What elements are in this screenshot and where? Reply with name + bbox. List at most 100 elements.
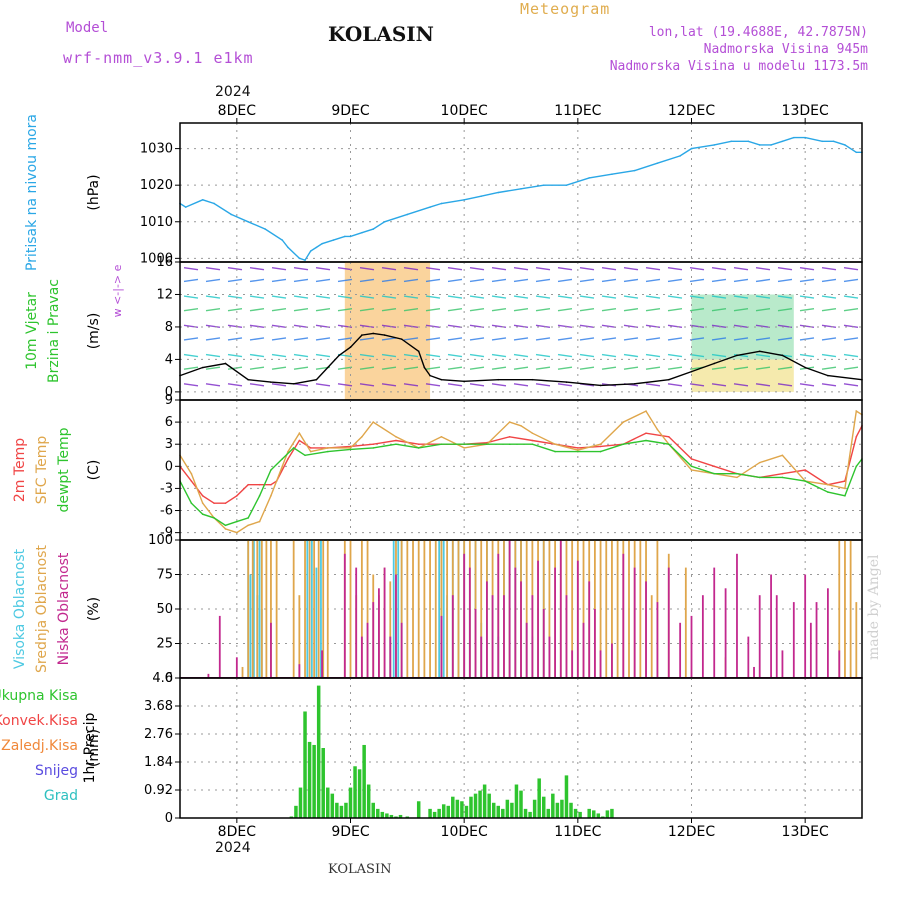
bar [480, 540, 483, 678]
wind-barb [315, 308, 331, 312]
bar [555, 802, 560, 818]
data-point [361, 436, 363, 438]
wind-barb [601, 324, 617, 329]
wind-barb [645, 308, 661, 312]
data-point [213, 517, 215, 519]
data-point [349, 447, 352, 449]
wind-barb [381, 353, 397, 358]
series-line-pressure [179, 136, 862, 262]
wind-barb [777, 366, 793, 370]
wind-barb [249, 383, 265, 387]
y-tick-label: -3 [160, 481, 173, 496]
wind-barb [271, 266, 287, 271]
model-elevation-text: Nadmorska Visina u modelu 1173.5m [609, 59, 868, 74]
bar [473, 793, 478, 818]
data-point [247, 220, 249, 223]
bar [321, 650, 323, 678]
wind-barb [579, 353, 595, 358]
y-tick-label: 4.6 [152, 671, 173, 686]
bar [571, 540, 574, 678]
wind-barb [733, 308, 749, 312]
wind-barb [183, 266, 199, 271]
bar [371, 802, 375, 818]
wind-barb [381, 366, 397, 370]
wind-barb [337, 337, 353, 341]
bar [537, 560, 539, 678]
wind-barb [535, 383, 551, 387]
data-point [633, 382, 636, 385]
wind-barb [821, 278, 837, 283]
bar [406, 540, 409, 678]
wind-barb [249, 308, 265, 312]
data-point [395, 439, 397, 442]
wind-barb [777, 337, 793, 341]
wind-barb [557, 324, 573, 329]
data-point [213, 202, 215, 205]
data-point [622, 421, 625, 423]
data-point [258, 494, 261, 497]
wind-barb [425, 366, 441, 370]
data-point [599, 445, 602, 448]
axis-unit: (hPa) [86, 174, 102, 210]
wind-barb [843, 366, 859, 370]
wind-barb [227, 266, 243, 271]
wind-barb [843, 383, 859, 387]
data-point [309, 250, 312, 252]
data-point [844, 144, 846, 146]
wind-barb [469, 337, 485, 341]
bar [496, 805, 501, 818]
wind-barb [227, 383, 243, 387]
wind-barb [755, 383, 771, 387]
wind-barb [403, 324, 419, 329]
data-point [565, 184, 568, 186]
footer-station: KOLASIN [328, 862, 392, 877]
year-top: 2024 [215, 84, 251, 100]
wind-barb [667, 383, 683, 387]
wind-barb [513, 266, 529, 271]
bar [256, 540, 259, 678]
data-point [201, 502, 204, 504]
bar [531, 595, 534, 678]
wind-barb [667, 353, 683, 358]
data-point [270, 494, 272, 497]
wind-barb [205, 266, 221, 271]
data-point [372, 228, 375, 230]
wind-barb [821, 308, 837, 312]
wind-barb [469, 278, 485, 283]
bar [307, 741, 312, 818]
wind-barb [227, 353, 243, 358]
data-point [713, 465, 716, 468]
data-point [281, 465, 284, 468]
x-tick-label-bottom: 8DEC [218, 824, 257, 840]
wind-barb [513, 324, 529, 329]
bar [298, 595, 301, 678]
wind-barb [271, 337, 287, 341]
wind-barb [205, 278, 221, 283]
wind-barb [315, 337, 331, 341]
bar [446, 540, 449, 678]
bar [326, 787, 330, 818]
wind-barb [183, 383, 199, 387]
wind-barb [447, 353, 463, 358]
wind-barb [337, 266, 353, 271]
wind-barb [271, 295, 287, 299]
wind-barb [645, 295, 661, 299]
data-point [281, 239, 284, 241]
wind-barb [689, 353, 705, 358]
wind-barb [711, 266, 727, 271]
wind-barb [711, 337, 727, 341]
y-tick-label: -6 [160, 504, 173, 519]
wind-barb [183, 337, 199, 341]
data-point [270, 483, 272, 486]
bar [616, 540, 619, 678]
wind-barb [227, 337, 243, 341]
wind-barb [755, 353, 771, 358]
wind-barb [205, 308, 221, 312]
wind-barb [447, 295, 463, 299]
wind-barb [227, 308, 243, 312]
axis-label: Pritisak na nivou mora [24, 114, 40, 271]
wind-barb [205, 366, 221, 370]
bar [398, 814, 403, 818]
data-point [531, 378, 534, 381]
bar [400, 622, 403, 678]
